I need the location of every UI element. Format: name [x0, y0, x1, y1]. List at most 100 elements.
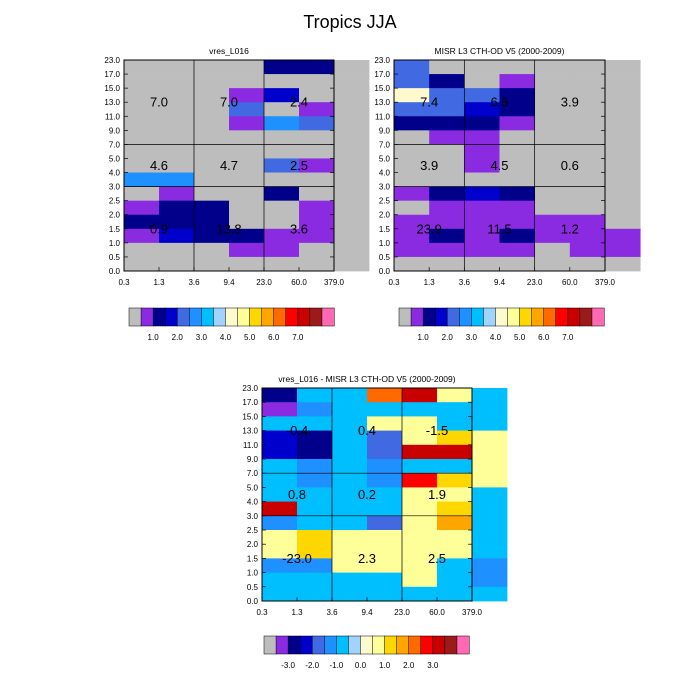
heatmap-cell	[297, 558, 333, 573]
heatmap-cell	[297, 388, 333, 403]
heatmap-cell	[429, 172, 465, 187]
heatmap-cell	[124, 186, 160, 202]
x-tick-label: 1.3	[153, 278, 165, 287]
y-tick-label: 0.5	[379, 253, 391, 262]
y-tick-label: 1.5	[109, 225, 121, 234]
block-value-label: 7.0	[220, 95, 238, 110]
y-tick-label: 0.0	[109, 267, 121, 276]
heatmap-cell	[437, 402, 473, 417]
heatmap-cell	[124, 116, 160, 131]
colorbar-swatch	[299, 635, 313, 655]
heatmap-cell	[472, 459, 508, 474]
heatmap-cell	[297, 501, 333, 517]
heatmap-cell	[229, 256, 265, 272]
heatmap-cell	[159, 102, 195, 117]
heatmap-cell	[264, 228, 300, 244]
heatmap-cell	[297, 430, 333, 446]
heatmap-cell	[334, 256, 370, 272]
heatmap-cell	[332, 572, 368, 588]
colorbar-swatch	[176, 307, 190, 327]
colorbar-swatch	[360, 635, 374, 655]
panel-model: vres_L016 7.0 7.0 2.4 4.6 4.7 2.5 0.9 13.8 3.6 0.0…	[104, 46, 370, 342]
heatmap-cell	[229, 102, 265, 117]
y-tick-label: 15.0	[374, 84, 390, 93]
heatmap-cell	[264, 186, 300, 202]
heatmap-cell	[124, 102, 160, 117]
y-tick-label: 5.0	[379, 154, 391, 163]
heatmap-cell	[437, 586, 473, 602]
colorbar-swatch	[507, 307, 521, 327]
heatmap-cell	[229, 130, 265, 145]
heatmap-cell	[499, 88, 536, 103]
heatmap-cell	[569, 144, 606, 159]
colorbar-swatch	[531, 307, 545, 327]
heatmap-cell	[367, 459, 403, 474]
block-value-label: 2.4	[290, 95, 308, 110]
block-value-label: 0.9	[150, 221, 168, 236]
colorbar-swatch	[408, 635, 422, 655]
heatmap-cell	[605, 256, 641, 272]
heatmap-cell	[464, 214, 500, 230]
heatmap-cell	[262, 444, 298, 460]
heatmap-cell	[429, 158, 465, 173]
heatmap-cell	[159, 74, 195, 89]
colorbar-swatch	[471, 307, 484, 327]
heatmap-cell	[402, 544, 438, 559]
colorbar-swatch	[213, 307, 227, 327]
colorbar-swatch	[275, 635, 289, 655]
block-value-label: 3.9	[561, 95, 579, 110]
heatmap-cell	[472, 444, 508, 460]
y-tick-label: 2.5	[109, 197, 121, 206]
y-tick-label: 2.0	[379, 211, 391, 220]
y-tick-label: 1.0	[109, 239, 121, 248]
heatmap-cell	[569, 200, 606, 216]
heatmap-cell	[334, 102, 370, 117]
heatmap-cell	[499, 144, 536, 159]
y-tick-label: 3.0	[109, 183, 121, 192]
heatmap-cell	[332, 515, 368, 531]
heatmap-cell	[402, 558, 438, 573]
colorbar-label: 3.0	[196, 333, 208, 342]
colorbar-label: 1.0	[148, 333, 160, 342]
heatmap-cell	[262, 430, 298, 446]
heatmap-cell	[534, 228, 571, 244]
heatmap-cell	[299, 172, 335, 187]
heatmap-cell	[472, 530, 508, 545]
colorbar-swatch	[273, 307, 287, 327]
heatmap-cell	[194, 228, 230, 244]
heatmap-cell	[472, 544, 508, 559]
heatmap-cell	[569, 256, 606, 272]
x-tick-label: 3.6	[459, 278, 471, 287]
heatmap-cell	[605, 228, 641, 244]
y-tick-label: 15.0	[242, 412, 258, 421]
heatmap-cell	[332, 388, 368, 403]
block-value-label: 3.9	[420, 158, 438, 173]
heatmap-cell	[464, 228, 500, 244]
heatmap-cell	[394, 186, 430, 202]
heatmap-cell	[229, 172, 265, 187]
heatmap-cell	[394, 158, 430, 173]
heatmap-cell	[499, 256, 536, 272]
y-tick-label: 9.0	[109, 126, 121, 135]
heatmap-cell	[429, 144, 465, 159]
x-tick-label: 0.3	[118, 278, 130, 287]
heatmap-cell	[605, 60, 641, 75]
y-tick-label: 4.0	[247, 498, 259, 507]
heatmap-cell	[124, 200, 160, 216]
heatmap-cell	[297, 530, 333, 545]
heatmap-cell	[569, 228, 606, 244]
heatmap-cell	[124, 60, 160, 75]
y-tick-label: 9.0	[247, 455, 259, 464]
heatmap-cell	[299, 214, 335, 230]
heatmap-cell	[394, 144, 430, 159]
heatmap-cell	[159, 228, 195, 244]
heatmap-cell	[569, 88, 606, 103]
heatmap-cell	[394, 60, 430, 75]
block-value-label: -0.4	[286, 423, 308, 438]
y-tick-label: 15.0	[104, 84, 120, 93]
heatmap-cell	[394, 74, 430, 89]
colorbar-swatch	[152, 307, 166, 327]
colorbar-swatch	[495, 307, 509, 327]
y-tick-label: 17.0	[104, 70, 120, 79]
block-value-label: -1.5	[426, 423, 448, 438]
